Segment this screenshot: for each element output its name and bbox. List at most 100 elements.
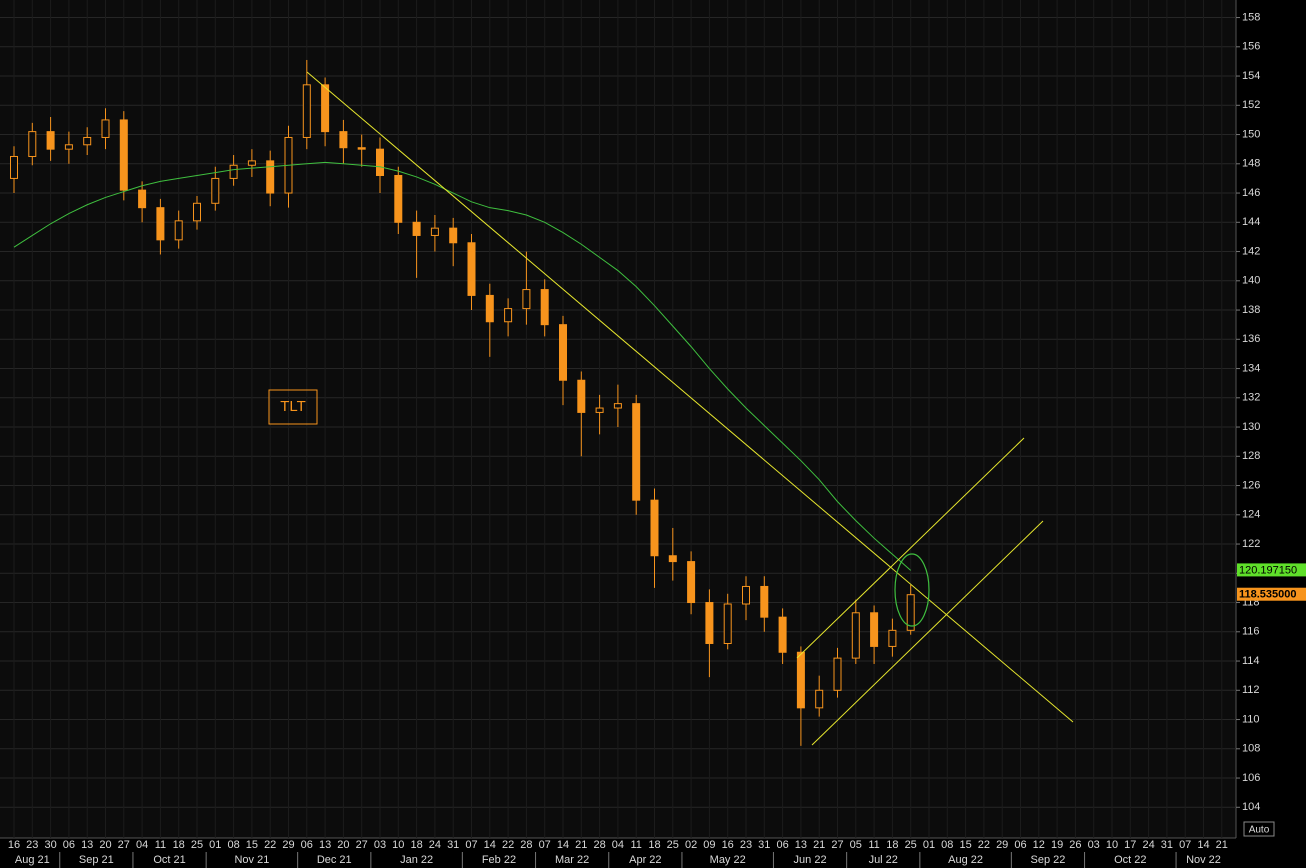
- x-tick-label: 16: [8, 839, 20, 851]
- x-tick-label: 08: [227, 839, 239, 851]
- y-tick-label: 104: [1242, 801, 1260, 813]
- x-tick-label: 13: [319, 839, 331, 851]
- candle-body: [723, 603, 732, 644]
- x-tick-label: 06: [301, 839, 313, 851]
- month-label: Apr 22: [629, 854, 661, 866]
- trend-lines: [306, 71, 1074, 746]
- month-label: Oct 22: [1114, 854, 1146, 866]
- candle-body: [229, 164, 238, 179]
- month-label: Dec 21: [317, 854, 352, 866]
- y-tick-label: 148: [1242, 158, 1260, 170]
- x-tick-label: 25: [667, 839, 679, 851]
- x-tick-label: 24: [429, 839, 441, 851]
- candle-body: [504, 308, 513, 323]
- x-tick-label: 03: [374, 839, 386, 851]
- x-tick-label: 18: [173, 839, 185, 851]
- x-tick-label: 20: [99, 839, 111, 851]
- candle-body: [156, 207, 165, 241]
- x-tick-label: 10: [392, 839, 404, 851]
- candle-body: [449, 227, 458, 244]
- candle-body: [559, 324, 567, 381]
- candle-body: [815, 689, 824, 709]
- x-tick-label: 07: [539, 839, 551, 851]
- y-tick-label: 158: [1242, 11, 1260, 23]
- x-tick-label: 07: [1179, 839, 1191, 851]
- x-tick-label: 17: [1124, 839, 1136, 851]
- x-tick-label: 11: [155, 839, 166, 851]
- y-tick-label: 136: [1242, 333, 1260, 345]
- highlight-ellipse: [894, 553, 930, 627]
- auto-button[interactable]: [1243, 821, 1275, 837]
- candle-body: [83, 136, 92, 146]
- channel-line: [796, 437, 1025, 659]
- candle-body: [357, 147, 366, 150]
- y-tick-label: 128: [1242, 450, 1260, 462]
- x-tick-label: 11: [630, 839, 641, 851]
- x-tick-label: 06: [1014, 839, 1026, 851]
- candle-body: [101, 119, 110, 138]
- month-label: May 22: [710, 854, 746, 866]
- x-tick-label: 04: [136, 839, 148, 851]
- candle-body: [193, 202, 201, 222]
- x-tick-label: 14: [557, 839, 569, 851]
- annotation-box: [268, 389, 318, 425]
- auto-button-label[interactable]: Auto: [1249, 825, 1270, 836]
- x-tick-label: 28: [520, 839, 532, 851]
- x-tick-label: 27: [831, 839, 843, 851]
- y-tick-label: 154: [1242, 70, 1260, 82]
- x-tick-label: 22: [502, 839, 514, 851]
- x-tick-label: 23: [26, 839, 38, 851]
- x-tick-label: 21: [813, 839, 825, 851]
- x-tick-label: 01: [923, 839, 935, 851]
- x-tick-label: 19: [1051, 839, 1063, 851]
- x-tick-label: 05: [850, 839, 862, 851]
- candle-body: [321, 84, 330, 133]
- y-tick-label: 152: [1242, 99, 1260, 111]
- candle-body: [211, 177, 220, 204]
- x-tick-label: 13: [795, 839, 807, 851]
- y-tick-label: 130: [1242, 421, 1260, 433]
- x-tick-label: 27: [118, 839, 130, 851]
- y-tick-label: 132: [1242, 392, 1260, 404]
- x-tick-label: 28: [593, 839, 605, 851]
- x-tick-label: 14: [1197, 839, 1209, 851]
- candle-body: [28, 131, 37, 157]
- x-tick-label: 31: [447, 839, 459, 851]
- y-tick-label: 156: [1242, 41, 1260, 53]
- candle-body: [778, 616, 787, 653]
- y-tick-label: 150: [1242, 128, 1260, 140]
- grid: [0, 0, 1236, 838]
- month-label: Nov 22: [1186, 854, 1221, 866]
- month-label: Nov 21: [234, 854, 269, 866]
- x-tick-label: 26: [1069, 839, 1081, 851]
- x-tick-label: 09: [703, 839, 715, 851]
- y-tick-label: 110: [1242, 713, 1260, 725]
- month-label: Sep 22: [1031, 854, 1066, 866]
- x-tick-label: 13: [81, 839, 93, 851]
- month-label: Oct 21: [153, 854, 185, 866]
- candle-body: [668, 555, 677, 563]
- x-tick-label: 20: [337, 839, 349, 851]
- x-tick-label: 18: [648, 839, 660, 851]
- x-tick-label: 01: [209, 839, 221, 851]
- moving-average: [13, 161, 912, 571]
- candle-body: [906, 594, 915, 631]
- y-tick-label: 140: [1242, 275, 1260, 287]
- x-tick-label: 15: [246, 839, 258, 851]
- candle-body: [522, 289, 531, 310]
- y-tick-label: 126: [1242, 479, 1260, 491]
- x-tick-label: 22: [264, 839, 276, 851]
- ma-label: 120.197150: [1239, 564, 1297, 576]
- candle-body: [467, 242, 476, 296]
- annotation: TLT: [280, 398, 306, 415]
- candle-body: [138, 189, 147, 209]
- candle-body: [412, 221, 421, 236]
- x-tick-label: 04: [612, 839, 624, 851]
- y-tick-label: 138: [1242, 304, 1260, 316]
- x-tick-label: 30: [44, 839, 56, 851]
- candle-body: [742, 585, 750, 605]
- y-tick-label: 142: [1242, 245, 1260, 257]
- y-tick-label: 108: [1242, 743, 1260, 755]
